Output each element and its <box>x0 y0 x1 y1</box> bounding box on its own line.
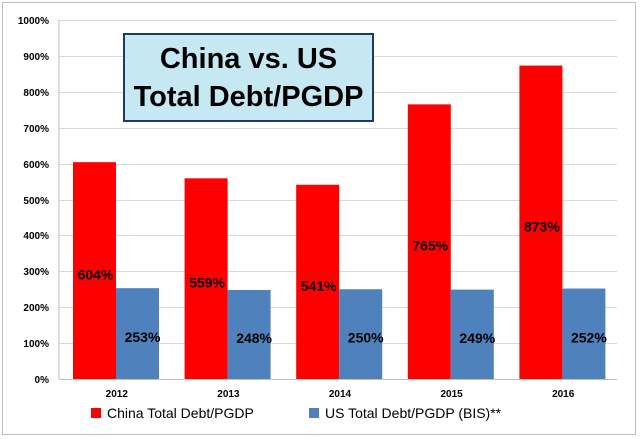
chart-title: China vs. US Total Debt/PGDP <box>123 33 374 122</box>
x-tick-label: 2014 <box>329 389 352 400</box>
x-axis-ticks: 2012 2013 2014 2015 2016 <box>106 389 575 400</box>
data-label-us: 249% <box>459 330 495 346</box>
data-label-china: 541% <box>301 278 337 294</box>
y-axis-ticks: 0% 100% 200% 300% 400% 500% 600% 700% 800% 900% 10… <box>18 16 49 386</box>
chart-title-line-1: China vs. US <box>159 42 338 75</box>
data-label-us: 250% <box>348 330 384 346</box>
legend-label-us: US Total Debt/PGDP (BIS)** <box>325 405 502 421</box>
bar-us <box>227 289 271 379</box>
legend: China Total Debt/PGDP US Total Debt/PGDP … <box>91 405 502 421</box>
legend-swatch-us <box>309 408 319 418</box>
data-label-china: 873% <box>524 218 560 234</box>
y-tick-label: 300% <box>23 267 49 278</box>
bar-china <box>184 178 228 379</box>
x-tick-label: 2015 <box>440 389 463 400</box>
x-tick-label: 2013 <box>217 389 240 400</box>
bar-china <box>519 65 563 379</box>
bar-china <box>407 104 451 380</box>
x-tick-label: 2016 <box>552 389 575 400</box>
bars: 604% 253% 559% 248% 541% 250% 765% 249% 873% 252% <box>73 65 607 380</box>
x-tick-label: 2012 <box>106 389 129 400</box>
y-tick-label: 500% <box>23 196 49 207</box>
bar-us <box>562 288 606 379</box>
y-tick-label: 200% <box>23 303 49 314</box>
bar-china <box>296 184 340 379</box>
legend-swatch-china <box>91 408 101 418</box>
y-tick-label: 600% <box>23 160 49 171</box>
y-tick-label: 700% <box>23 124 49 135</box>
chart-title-line-2: Total Debt/PGDP <box>133 80 364 113</box>
y-tick-label: 900% <box>23 52 49 63</box>
data-label-us: 253% <box>125 329 161 345</box>
bar-china <box>73 162 116 379</box>
data-label-china: 604% <box>78 267 114 283</box>
data-label-china: 559% <box>189 275 225 291</box>
data-label-us: 248% <box>236 330 272 346</box>
data-label-china: 765% <box>412 238 448 254</box>
bar-us <box>339 289 383 379</box>
y-tick-label: 0% <box>35 375 50 386</box>
data-label-us: 252% <box>571 329 607 345</box>
bar-us <box>116 288 159 379</box>
y-tick-label: 100% <box>23 339 49 350</box>
legend-label-china: China Total Debt/PGDP <box>107 405 254 421</box>
y-tick-label: 1000% <box>18 16 49 27</box>
y-tick-label: 400% <box>23 231 49 242</box>
y-tick-label: 800% <box>23 88 49 99</box>
bar-us <box>450 289 494 379</box>
